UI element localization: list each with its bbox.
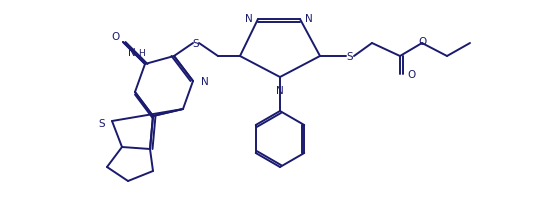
Text: N: N [276, 86, 284, 96]
Text: O: O [111, 32, 119, 42]
Text: N: N [201, 77, 209, 87]
Text: O: O [407, 70, 415, 80]
Text: N: N [128, 48, 136, 58]
Text: N: N [305, 14, 313, 24]
Text: S: S [98, 118, 105, 128]
Text: S: S [193, 39, 199, 49]
Text: H: H [138, 48, 144, 57]
Text: S: S [347, 52, 354, 62]
Text: N: N [245, 14, 253, 24]
Text: O: O [418, 37, 426, 47]
